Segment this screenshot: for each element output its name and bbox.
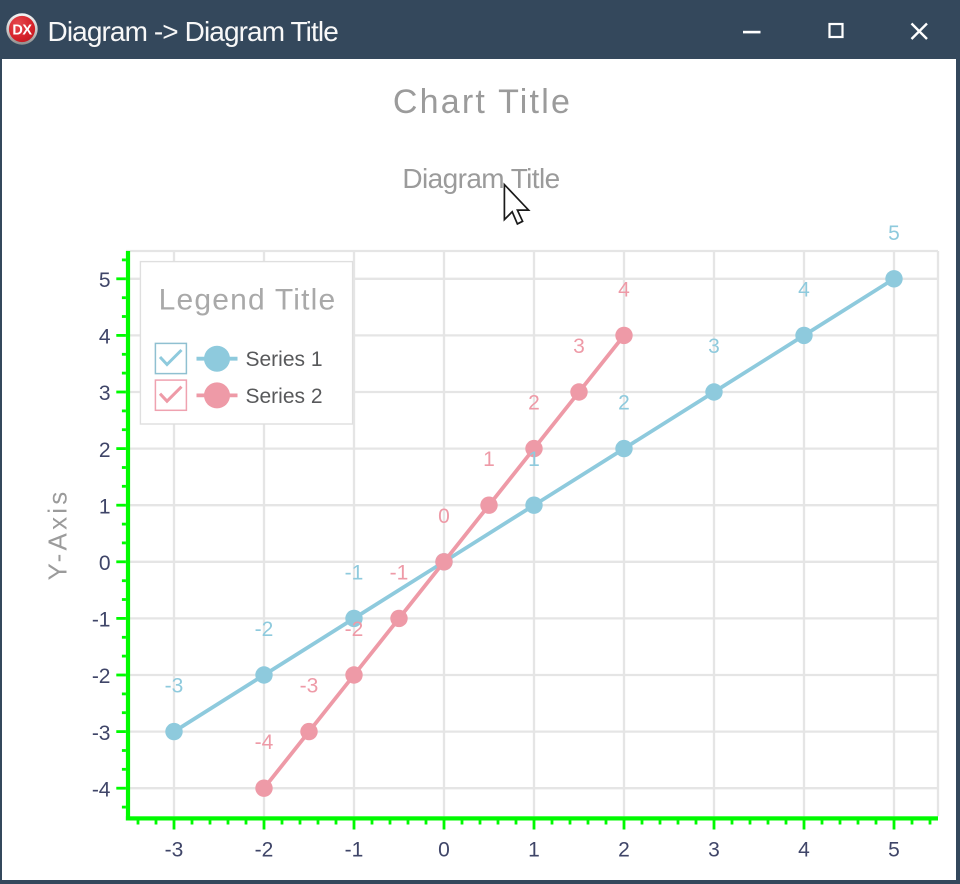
svg-text:-4: -4	[92, 778, 111, 801]
svg-text:Legend Title: Legend Title	[159, 284, 337, 317]
svg-text:-1: -1	[345, 561, 364, 584]
svg-text:2: 2	[618, 392, 630, 415]
svg-text:DX: DX	[12, 22, 32, 38]
svg-text:-4: -4	[255, 731, 274, 754]
svg-text:Diagram Title: Diagram Title	[402, 163, 559, 194]
svg-text:4: 4	[618, 278, 630, 301]
svg-text:5: 5	[99, 269, 111, 292]
svg-text:Series 2: Series 2	[246, 385, 323, 408]
svg-text:0: 0	[438, 839, 450, 862]
svg-text:5: 5	[888, 222, 900, 245]
svg-text:-3: -3	[165, 839, 184, 862]
svg-text:0: 0	[438, 505, 450, 528]
svg-text:2: 2	[528, 392, 540, 415]
svg-text:0: 0	[99, 552, 111, 575]
svg-text:3: 3	[573, 335, 585, 358]
svg-text:-2: -2	[345, 618, 364, 641]
svg-text:-2: -2	[255, 618, 274, 641]
svg-text:Y-Axis: Y-Axis	[43, 489, 73, 581]
svg-text:-3: -3	[92, 722, 111, 745]
svg-text:-1: -1	[92, 609, 111, 632]
svg-text:3: 3	[708, 839, 720, 862]
svg-text:3: 3	[708, 335, 720, 358]
svg-text:2: 2	[618, 839, 630, 862]
svg-text:3: 3	[99, 382, 111, 405]
svg-text:4: 4	[798, 839, 810, 862]
svg-text:-2: -2	[255, 839, 274, 862]
svg-text:-1: -1	[390, 561, 409, 584]
svg-text:-1: -1	[345, 839, 364, 862]
svg-text:1: 1	[528, 448, 540, 471]
svg-text:Chart Title: Chart Title	[393, 83, 572, 121]
svg-text:5: 5	[888, 839, 900, 862]
svg-text:-3: -3	[165, 675, 184, 698]
svg-text:1: 1	[99, 495, 111, 518]
svg-text:1: 1	[528, 839, 540, 862]
svg-text:-3: -3	[300, 675, 319, 698]
svg-text:2: 2	[99, 439, 111, 462]
svg-text:4: 4	[798, 278, 810, 301]
svg-text:1: 1	[483, 448, 495, 471]
svg-text:-2: -2	[92, 665, 111, 688]
svg-text:4: 4	[99, 326, 111, 349]
svg-text:Diagram -> Diagram Title: Diagram -> Diagram Title	[48, 16, 339, 47]
svg-text:Series 1: Series 1	[246, 348, 323, 371]
